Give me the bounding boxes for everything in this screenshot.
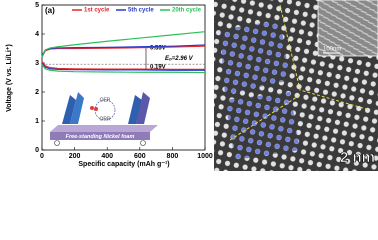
x-tick-label: 400 — [101, 153, 113, 160]
legend-label: 5th cycle — [128, 8, 154, 14]
legend-label: 1st cycle — [84, 8, 110, 14]
substrate-label: Free-standing Nickel foam — [66, 134, 135, 140]
inset-schematic: OER ORR Free-standing Nickel foam — [50, 92, 158, 146]
panel-label: (a) — [45, 6, 55, 15]
plot-frame — [41, 4, 206, 151]
eo-symbol: E — [165, 56, 170, 62]
x-tick-label: 800 — [167, 153, 179, 160]
gap-charge-label: 0.53V — [150, 46, 166, 52]
y-tick-label: 0 — [35, 147, 39, 154]
x-tick-label: 1000 — [197, 153, 213, 160]
curve-discharge — [41, 61, 205, 70]
curve-discharge — [41, 62, 205, 71]
eo-rest: =2.96 V — [172, 56, 194, 62]
eo-label: Eo=2.96 V — [165, 56, 194, 62]
figure: 100nm 2 nm OER ORR Free-standing Nickel … — [6, 0, 378, 171]
scale-label: 2 nm — [340, 149, 375, 166]
curve-charge — [41, 31, 206, 58]
y-tick-label: 5 — [35, 2, 39, 9]
y-tick-label: 4 — [35, 31, 39, 38]
curve-charge — [41, 45, 206, 58]
y-axis-label: Voltage (V vs. Li/Li⁺) — [6, 44, 13, 112]
eo-sub: o — [169, 57, 172, 62]
micrograph: 100nm 2 nm — [214, 0, 378, 171]
legend-label: 20th cycle — [172, 8, 202, 14]
oer-label: OER — [100, 97, 111, 103]
y-tick-label: 2 — [35, 89, 39, 96]
x-axis-label: Specific capacity (mAh g⁻¹) — [78, 161, 169, 168]
curve-discharge — [41, 64, 206, 74]
x-tick-label: 0 — [40, 153, 44, 160]
y-tick-label: 3 — [35, 60, 39, 67]
orr-label: ORR — [99, 116, 111, 122]
gap-discharge-label: 0.19V — [150, 65, 166, 71]
x-tick-label: 200 — [69, 153, 81, 160]
y-tick-label: 1 — [35, 118, 39, 125]
plot: 0 1 2 3 4 5 0 200 400 600 800 1000 1st cycle 5th cycl… — [35, 2, 213, 160]
inset-scale-label: 100nm — [323, 47, 341, 53]
x-tick-label: 600 — [134, 153, 146, 160]
